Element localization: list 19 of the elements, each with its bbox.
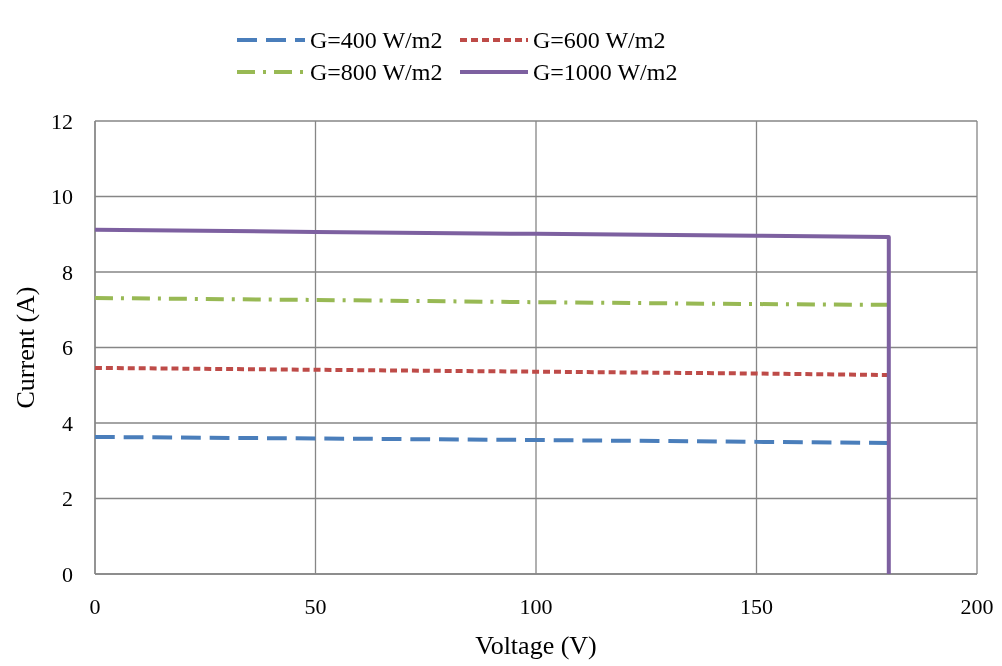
x-tick-label: 150 [740, 594, 773, 619]
x-tick-label: 100 [519, 594, 553, 619]
legend-label: G=600 W/m2 [533, 27, 666, 54]
legend-label: G=400 W/m2 [310, 27, 443, 54]
y-tick-label: 0 [62, 561, 73, 587]
y-tick-label: 6 [62, 335, 73, 361]
y-tick-label: 8 [62, 259, 73, 285]
legend-label: G=1000 W/m2 [533, 59, 678, 86]
y-tick-label: 4 [62, 410, 73, 436]
y-tick-label: 10 [51, 184, 73, 210]
x-tick-label: 0 [89, 594, 101, 619]
x-tick-label: 50 [304, 594, 327, 619]
x-tick-label: 200 [960, 594, 994, 619]
legend-label: G=800 W/m2 [310, 59, 443, 86]
y-tick-label: 2 [62, 486, 73, 512]
x-axis-title: Voltage (V) [475, 631, 597, 660]
y-axis-title: Current (A) [11, 286, 40, 409]
line-series [93, 227, 891, 576]
y-tick-label: 12 [51, 108, 73, 134]
